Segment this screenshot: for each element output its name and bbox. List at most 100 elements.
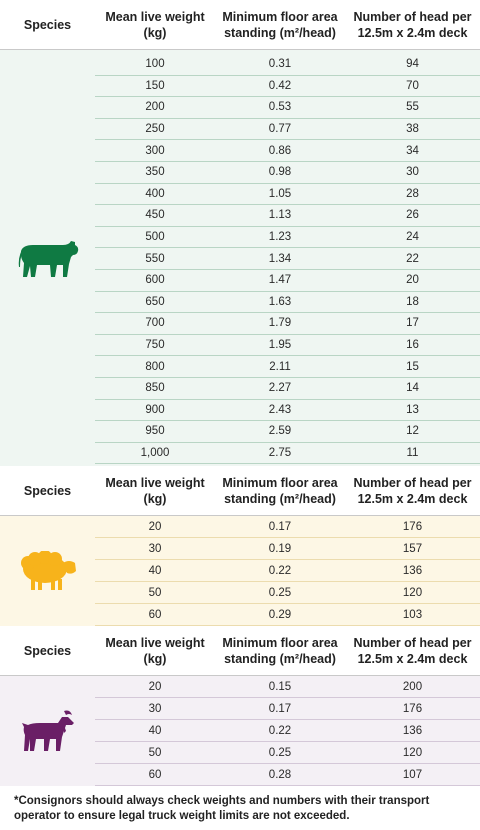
header-minimum-floor-area: Minimum floor area standing (m²/head): [222, 476, 338, 506]
cell-mean-live-weight: 60: [148, 608, 162, 621]
cell-min-floor-area: 1.23: [268, 231, 292, 244]
table-row: 850 2.27 14: [95, 378, 480, 400]
cell-number-of-head: 103: [402, 608, 423, 621]
cell-number-of-head: 107: [402, 768, 423, 781]
cell-mean-live-weight: 20: [148, 680, 162, 693]
cell-mean-live-weight: 350: [145, 166, 165, 179]
cell-min-floor-area: 1.47: [268, 274, 292, 287]
cell-mean-live-weight: 40: [148, 724, 162, 737]
table-row: 60 0.29 103: [95, 604, 480, 626]
table-row: 750 1.95 16: [95, 335, 480, 357]
cell-mean-live-weight: 550: [145, 252, 165, 265]
cell-mean-live-weight: 300: [145, 144, 165, 157]
cell-min-floor-area: 2.43: [268, 403, 292, 416]
table-row: 40 0.22 136: [95, 720, 480, 742]
table-row: 30 0.19 157: [95, 538, 480, 560]
goat-section: 20 0.15 200 30 0.17 176 40 0.22 136 50 0.25 120 60 0.…: [0, 676, 480, 786]
cell-min-floor-area: 0.15: [268, 680, 292, 693]
table-row: 40 0.22 136: [95, 560, 480, 582]
cell-min-floor-area: 0.19: [268, 542, 292, 555]
cell-mean-live-weight: 30: [148, 542, 162, 555]
cell-mean-live-weight: 30: [148, 702, 162, 715]
cattle-icon: [0, 50, 95, 466]
cell-number-of-head: 94: [406, 58, 419, 71]
cell-min-floor-area: 0.31: [268, 58, 292, 71]
table-row: 650 1.63 18: [95, 292, 480, 314]
cell-min-floor-area: 0.22: [268, 724, 292, 737]
cell-number-of-head: 120: [402, 586, 423, 599]
cell-mean-live-weight: 400: [145, 187, 165, 200]
table-row: 1,000 2.75 11: [95, 443, 480, 465]
cell-number-of-head: 15: [406, 360, 419, 373]
cell-min-floor-area: 2.27: [268, 382, 292, 395]
header-mean-live-weight: Mean live weight (kg): [105, 636, 205, 666]
cell-min-floor-area: 0.86: [268, 144, 292, 157]
cell-mean-live-weight: 100: [145, 58, 165, 71]
cell-min-floor-area: 0.29: [268, 608, 292, 621]
cell-mean-live-weight: 900: [145, 403, 165, 416]
header-minimum-floor-area: Minimum floor area standing (m²/head): [222, 636, 338, 666]
cell-min-floor-area: 0.22: [268, 564, 292, 577]
table-row: 950 2.59 12: [95, 421, 480, 443]
table-row: 450 1.13 26: [95, 205, 480, 227]
table-row: 200 0.53 55: [95, 97, 480, 119]
cell-min-floor-area: 2.11: [269, 360, 291, 373]
table-row: 250 0.77 38: [95, 119, 480, 141]
header-number-of-head: Number of head per 12.5m x 2.4m deck: [353, 476, 472, 506]
cattle-table-header: Species Mean live weight (kg) Minimum fl…: [0, 0, 480, 50]
cell-number-of-head: 18: [406, 295, 419, 308]
cell-number-of-head: 200: [402, 680, 423, 693]
table-row: 350 0.98 30: [95, 162, 480, 184]
cell-min-floor-area: 0.98: [268, 166, 292, 179]
cell-min-floor-area: 1.63: [268, 295, 292, 308]
cell-number-of-head: 157: [402, 542, 423, 555]
cell-number-of-head: 14: [406, 382, 419, 395]
cell-min-floor-area: 2.75: [268, 447, 292, 460]
cell-min-floor-area: 0.25: [268, 586, 292, 599]
cell-number-of-head: 11: [406, 447, 419, 460]
cell-mean-live-weight: 250: [145, 123, 165, 136]
cell-number-of-head: 136: [402, 724, 423, 737]
cattle-section: 100 0.31 94 150 0.42 70 200 0.53 55 250 0.77 38 300 0…: [0, 50, 480, 466]
table-row: 60 0.28 107: [95, 764, 480, 786]
header-mean-live-weight: Mean live weight (kg): [105, 476, 205, 506]
cell-min-floor-area: 0.28: [268, 768, 292, 781]
table-row: 700 1.79 17: [95, 313, 480, 335]
cell-number-of-head: 120: [402, 746, 423, 759]
cell-mean-live-weight: 1,000: [140, 447, 170, 460]
cell-min-floor-area: 0.17: [268, 520, 292, 533]
table-row: 550 1.34 22: [95, 248, 480, 270]
cell-mean-live-weight: 50: [148, 746, 162, 759]
cell-number-of-head: 28: [406, 187, 419, 200]
cell-mean-live-weight: 500: [145, 231, 165, 244]
cell-min-floor-area: 0.53: [268, 101, 292, 114]
cell-number-of-head: 22: [406, 252, 419, 265]
cell-min-floor-area: 1.13: [268, 209, 292, 222]
cell-mean-live-weight: 850: [145, 382, 165, 395]
cell-min-floor-area: 1.05: [268, 187, 292, 200]
cell-mean-live-weight: 50: [148, 586, 162, 599]
table-row: 400 1.05 28: [95, 184, 480, 206]
cell-mean-live-weight: 750: [145, 339, 165, 352]
cell-min-floor-area: 1.95: [268, 339, 292, 352]
cell-min-floor-area: 0.42: [268, 79, 292, 92]
cell-number-of-head: 34: [406, 144, 419, 157]
header-number-of-head: Number of head per 12.5m x 2.4m deck: [353, 10, 472, 40]
cell-number-of-head: 176: [402, 520, 423, 533]
cell-mean-live-weight: 650: [145, 295, 165, 308]
cell-min-floor-area: 1.79: [268, 317, 292, 330]
cell-number-of-head: 30: [406, 166, 419, 179]
cell-mean-live-weight: 700: [145, 317, 165, 330]
cell-min-floor-area: 0.25: [268, 746, 292, 759]
table-row: 600 1.47 20: [95, 270, 480, 292]
cell-mean-live-weight: 600: [145, 274, 165, 287]
cell-min-floor-area: 0.17: [268, 702, 292, 715]
table-row: 300 0.86 34: [95, 140, 480, 162]
cell-number-of-head: 16: [406, 339, 419, 352]
table-row: 20 0.15 200: [95, 676, 480, 698]
header-minimum-floor-area: Minimum floor area standing (m²/head): [222, 10, 338, 40]
divider: [0, 49, 480, 50]
cell-mean-live-weight: 800: [145, 360, 165, 373]
goat-table-header: Species Mean live weight (kg) Minimum fl…: [0, 626, 480, 676]
table-row: 30 0.17 176: [95, 698, 480, 720]
